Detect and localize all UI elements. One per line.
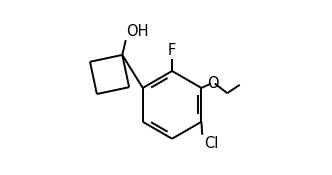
Text: OH: OH	[126, 24, 149, 39]
Text: F: F	[168, 43, 176, 58]
Text: Cl: Cl	[204, 136, 218, 151]
Text: O: O	[207, 76, 218, 91]
